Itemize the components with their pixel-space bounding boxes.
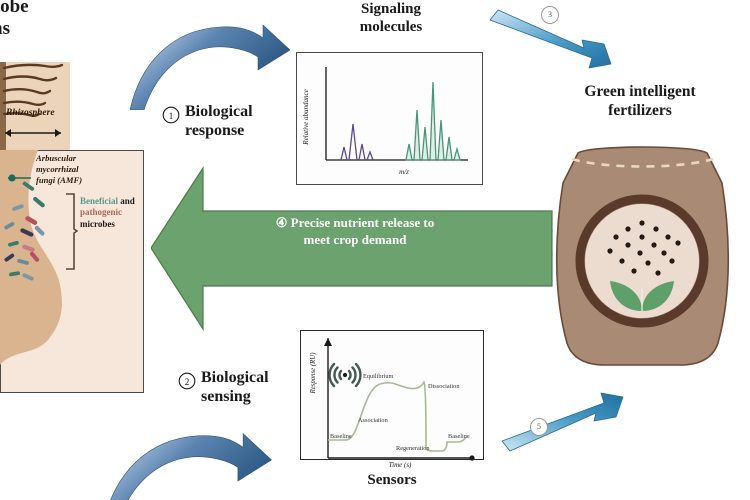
svg-text:Time (s): Time (s)	[389, 461, 412, 469]
svg-text:Baseline: Baseline	[448, 433, 470, 440]
svg-text:Response (RU): Response (RU)	[310, 352, 317, 395]
svg-text:Regeneration: Regeneration	[396, 445, 430, 452]
svg-text:1: 1	[169, 111, 174, 121]
svg-text:Dissociation: Dissociation	[428, 383, 460, 390]
svg-text:Baseline: Baseline	[330, 433, 352, 440]
svg-text:Relative abundance: Relative abundance	[302, 89, 310, 145]
svg-text:2: 2	[185, 377, 190, 387]
svg-text:Equilibrium: Equilibrium	[363, 373, 394, 380]
svg-text:Association: Association	[358, 417, 389, 424]
